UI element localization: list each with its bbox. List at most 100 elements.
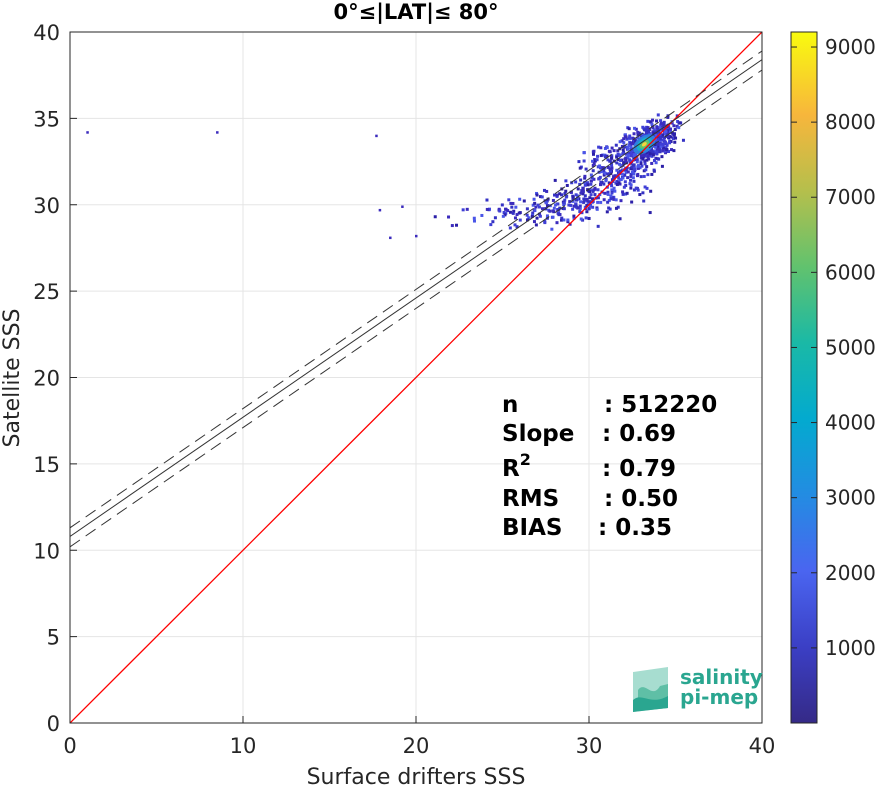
density-cell — [612, 149, 616, 153]
density-cell — [601, 166, 605, 170]
density-cell — [518, 197, 522, 201]
density-cell — [598, 183, 602, 187]
density-cell — [559, 218, 563, 222]
density-cell — [596, 200, 600, 204]
density-cell — [603, 146, 607, 150]
density-cell — [611, 195, 615, 199]
density-cell — [511, 201, 515, 205]
density-cell — [649, 189, 653, 193]
identity-line — [70, 32, 762, 723]
density-cell — [651, 118, 655, 122]
density-cell — [535, 191, 539, 195]
density-cell — [562, 207, 566, 211]
density-cell — [515, 225, 519, 229]
density-cell — [610, 154, 614, 158]
x-axis-label: Surface drifters SSS — [307, 765, 526, 786]
density-cell — [555, 202, 559, 206]
y-tick-label: 10 — [33, 539, 60, 563]
density-cell — [555, 221, 559, 225]
density-cell — [550, 227, 554, 231]
density-cell — [593, 193, 597, 197]
density-cell — [642, 169, 646, 173]
density-cell — [669, 135, 673, 139]
density-cell — [597, 145, 601, 149]
density-cell — [629, 178, 633, 182]
density-cell — [569, 190, 573, 194]
density-cell — [654, 156, 658, 160]
density-cell — [455, 223, 459, 227]
density-cell — [662, 132, 666, 136]
logo-line1: salinity — [680, 665, 763, 689]
density-cell — [563, 198, 567, 202]
density-cell — [579, 200, 583, 204]
density-cell — [629, 151, 633, 155]
density-cell — [485, 207, 489, 211]
density-cell — [589, 204, 593, 208]
density-cell — [659, 142, 663, 146]
density-cell — [621, 192, 625, 196]
colorbar-tick-label: 4000 — [825, 411, 876, 435]
density-cell — [535, 216, 539, 220]
wave-logo-icon — [633, 667, 668, 712]
density-cell — [576, 187, 580, 191]
density-cell — [552, 206, 556, 210]
density-cell — [626, 153, 630, 157]
density-cell — [601, 153, 605, 157]
density-cell — [616, 152, 620, 156]
density-cell — [629, 183, 633, 187]
density-cell — [614, 143, 618, 147]
density-cell — [639, 156, 643, 160]
density-cell — [599, 146, 603, 150]
density-cell — [510, 205, 514, 209]
density-cell — [574, 204, 578, 208]
density-cell — [545, 204, 549, 208]
density-cell — [610, 188, 614, 192]
density-cell — [656, 127, 660, 131]
outlier-point — [375, 134, 378, 138]
density-cell — [671, 137, 675, 141]
density-cell — [506, 209, 510, 213]
density-cell — [659, 119, 663, 123]
density-cell — [558, 206, 562, 210]
density-cell — [503, 213, 507, 217]
density-cell — [633, 154, 637, 158]
density-cell — [665, 143, 669, 147]
density-cell — [653, 130, 657, 134]
density-cell — [626, 151, 630, 155]
density-cell — [534, 205, 538, 209]
colorbar-tick-label: 1000 — [825, 636, 876, 660]
density-cell — [668, 141, 672, 145]
density-cell — [578, 182, 582, 186]
density-cell — [615, 155, 619, 159]
density-cell — [648, 152, 652, 156]
density-cell — [593, 186, 597, 190]
density-cell — [583, 174, 587, 178]
density-cell — [614, 206, 618, 210]
density-cell — [656, 142, 660, 146]
density-cell — [633, 126, 637, 130]
density-cell — [500, 203, 504, 207]
density-cell — [592, 162, 596, 166]
density-cell — [644, 152, 648, 156]
density-cell — [504, 207, 508, 211]
density-cell — [608, 207, 612, 211]
density-cell — [664, 151, 668, 155]
density-cell — [551, 209, 555, 213]
density-cell — [606, 200, 610, 204]
density-cell — [591, 163, 595, 167]
density-cell — [657, 157, 661, 161]
density-cell — [592, 188, 596, 192]
density-cell — [639, 160, 643, 164]
density-cell — [675, 124, 679, 128]
density-cell — [632, 132, 636, 136]
density-cell — [632, 142, 636, 146]
density-cell — [595, 207, 599, 211]
density-cell — [587, 216, 591, 220]
density-cell — [665, 148, 669, 152]
density-cell — [595, 158, 599, 162]
colorbar-tick-label: 5000 — [825, 335, 876, 359]
density-cell — [651, 151, 655, 155]
density-cell — [611, 177, 615, 181]
stat-n-label: n — [502, 392, 518, 418]
